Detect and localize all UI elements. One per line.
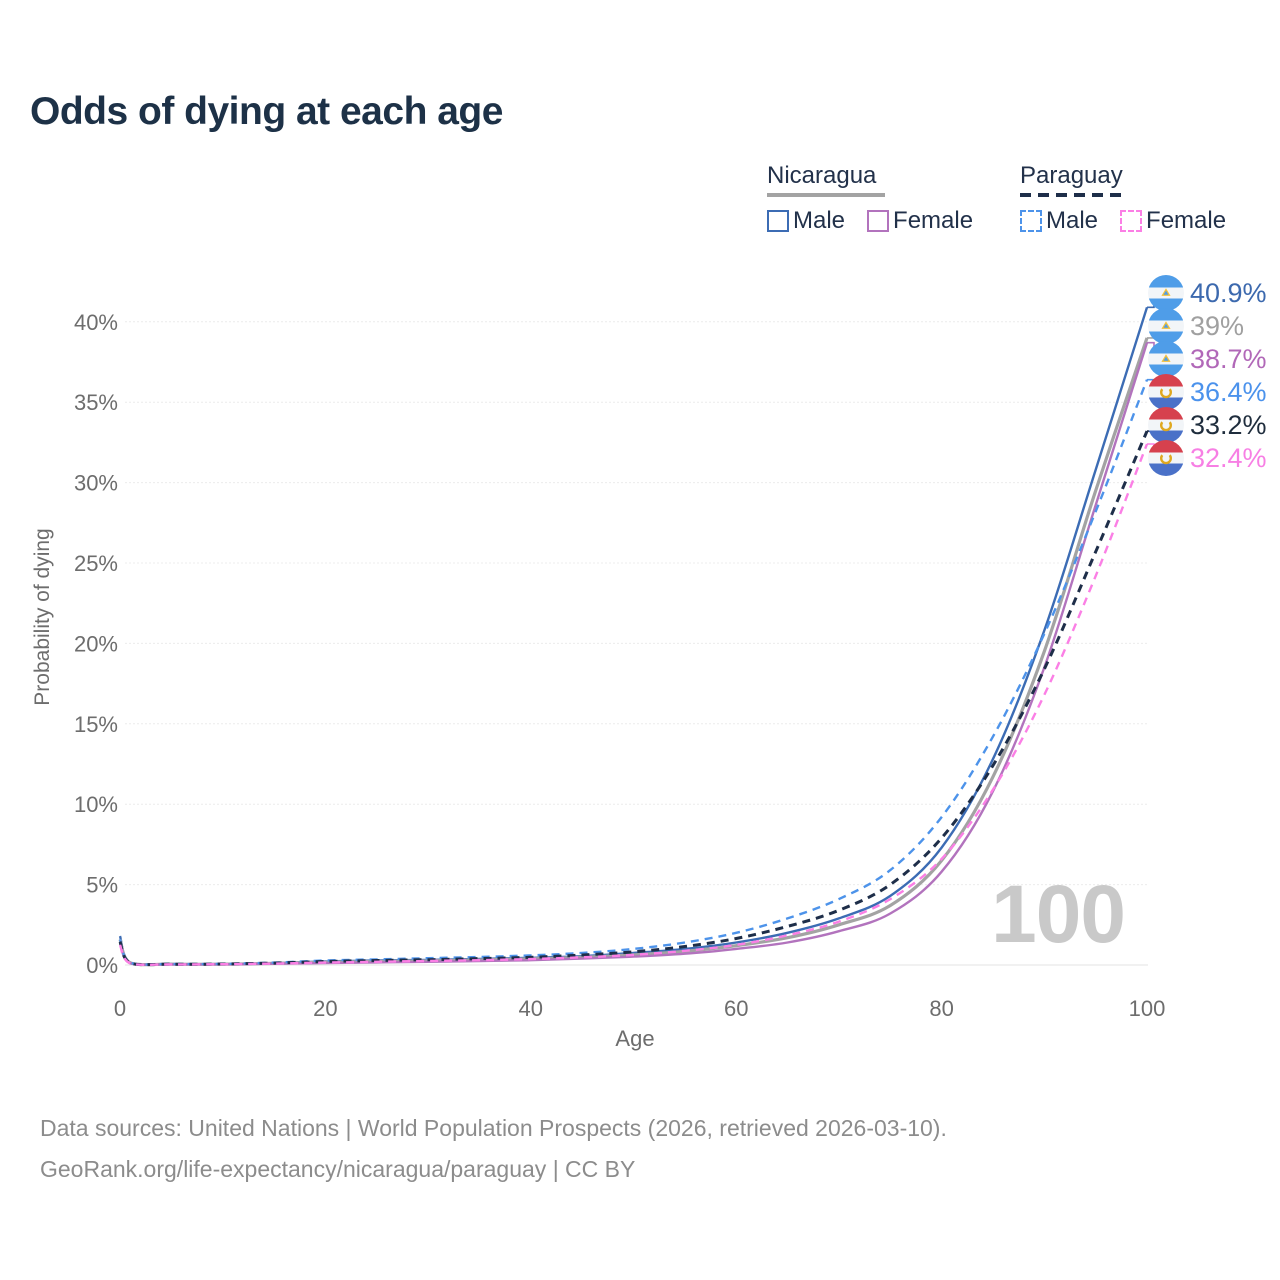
page-title: Odds of dying at each age [30, 90, 503, 133]
y-tick-label: 10% [74, 792, 118, 817]
end-label-connector [1147, 292, 1160, 309]
y-tick-label: 30% [74, 471, 118, 496]
legend-item-paraguay-female[interactable]: Female [1146, 207, 1227, 234]
end-label-connector [1147, 325, 1160, 339]
nicaragua-male-swatch-icon[interactable] [767, 210, 789, 232]
legend-item-paraguay-male[interactable]: Male [1046, 207, 1099, 234]
age-watermark: 100 [991, 869, 1126, 960]
y-axis-title: Probability of dying [31, 528, 54, 706]
paraguay-dashed-line-swatch [1020, 193, 1128, 197]
x-tick-label: 80 [929, 996, 953, 1021]
end-label-connector [1147, 378, 1160, 393]
y-tick-label: 15% [74, 712, 118, 737]
y-tick-label: 25% [74, 551, 118, 576]
x-tick-label: 20 [313, 996, 337, 1021]
caption-sources: Data sources: United Nations | World Pop… [40, 1115, 947, 1141]
y-tick-label: 0% [86, 953, 118, 978]
x-axis-title: Age [615, 1026, 655, 1051]
y-tick-label: 40% [74, 310, 118, 335]
legend-item-nicaragua-female[interactable]: Female [893, 207, 974, 234]
paraguay-female-swatch-icon[interactable] [1120, 210, 1143, 232]
caption: Data sources: United Nations | World Pop… [40, 1108, 947, 1190]
caption-link[interactable]: GeoRank.org/life-expectancy/nicaragua/pa… [40, 1156, 636, 1182]
legend-item-nicaragua-male[interactable]: Male [793, 207, 846, 234]
legend-group-paraguay: Paraguay Male Female [1020, 162, 1226, 235]
legend-group-nicaragua: Nicaragua Male Female [767, 162, 973, 235]
end-label-connector [1147, 424, 1160, 432]
paraguay-male-swatch-icon[interactable] [1020, 210, 1042, 232]
x-tick-label: 40 [519, 996, 543, 1021]
end-label-connector [1147, 443, 1160, 459]
end-label-connector [1147, 341, 1160, 360]
series-line-nicaragua-male [118, 306, 1149, 966]
y-tick-label: 5% [86, 873, 118, 898]
nicaragua-solid-line-swatch [767, 193, 885, 197]
series-line-paraguay-female [118, 443, 1149, 967]
line-chart-plot: 0% 5% 10% 15% 20% 25% 30% 35% 40% 0 20 40 60 80 100 [74, 292, 1166, 1021]
x-tick-label: 100 [1129, 996, 1166, 1021]
legend-country-paraguay[interactable]: Paraguay [1020, 162, 1123, 189]
y-tick-label: 20% [74, 631, 118, 656]
y-tick-label: 35% [74, 390, 118, 415]
legend-country-nicaragua[interactable]: Nicaragua [767, 162, 877, 189]
x-tick-label: 60 [724, 996, 748, 1021]
x-tick-label: 0 [114, 996, 126, 1021]
nicaragua-female-swatch-icon[interactable] [867, 210, 890, 232]
